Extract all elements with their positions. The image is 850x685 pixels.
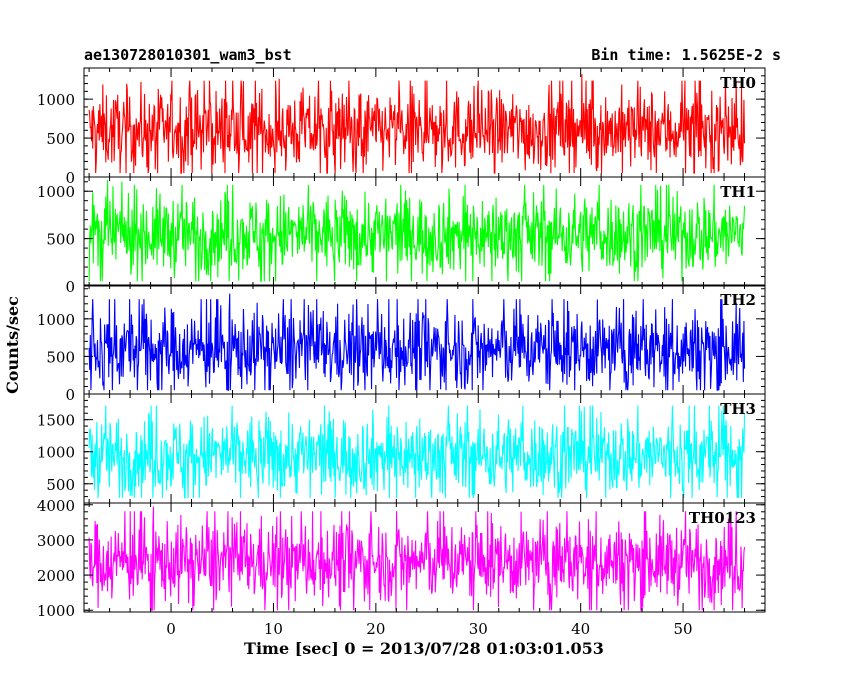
series-line-th2: [88, 293, 746, 391]
bin-time-label: Bin time: 1.5625E-2 s: [591, 46, 781, 64]
panel-th2: 0 500 1000 TH2: [37, 284, 766, 404]
y-tick-label: 1000: [37, 91, 75, 109]
series-line-th3: [88, 405, 746, 499]
panel-th0: 0 500 1000 TH0: [37, 67, 766, 187]
y-tick-label: 0: [65, 278, 75, 296]
y-tick-label: 4000: [37, 497, 75, 515]
panel-th1: 0 500 1000 TH1: [37, 176, 766, 296]
x-tick-label: 40: [571, 620, 590, 638]
y-tick-label: 1000: [37, 602, 75, 620]
series-label-th0: TH0: [720, 74, 756, 92]
series-line-th0123: [88, 506, 746, 611]
y-tick-label: 500: [46, 130, 75, 148]
panel-frame: [83, 176, 766, 287]
y-tick-label: 500: [46, 476, 75, 494]
series-label-th1: TH1: [720, 183, 756, 201]
chart-title: ae130728010301_wam3_bst: [84, 46, 292, 64]
panel-th3: 500 1000 1500 TH3: [37, 393, 766, 504]
x-tick-label: 10: [264, 620, 283, 638]
y-tick-label: 0: [65, 169, 75, 187]
x-tick-label: 0: [166, 620, 176, 638]
series-label-th0123: TH0123: [689, 509, 756, 527]
y-tick-label: 500: [46, 231, 75, 249]
series-label-th3: TH3: [720, 400, 756, 418]
x-tick-label: 50: [674, 620, 693, 638]
y-tick-label: 0: [65, 386, 75, 404]
y-tick-label: 2000: [37, 567, 75, 585]
series-label-th2: TH2: [720, 291, 756, 309]
series-line-th1: [88, 180, 746, 282]
panel-frame: [83, 502, 766, 613]
x-axis-label: Time [sec] 0 = 2013/07/28 01:03:01.053: [244, 639, 604, 658]
y-tick-label: 1000: [37, 183, 75, 201]
y-tick-label: 1000: [37, 311, 75, 329]
x-tick-label: 30: [469, 620, 488, 638]
y-tick-label: 1000: [37, 444, 75, 462]
y-tick-label: 500: [46, 348, 75, 366]
panel-th0123: 1000 2000 3000 4000 TH0123: [37, 497, 766, 620]
y-tick-label: 3000: [37, 532, 75, 550]
series-line-th0: [88, 74, 746, 174]
x-tick-label: 20: [366, 620, 385, 638]
y-axis-label: Counts/sec: [3, 296, 22, 394]
y-tick-label: 1500: [37, 412, 75, 430]
